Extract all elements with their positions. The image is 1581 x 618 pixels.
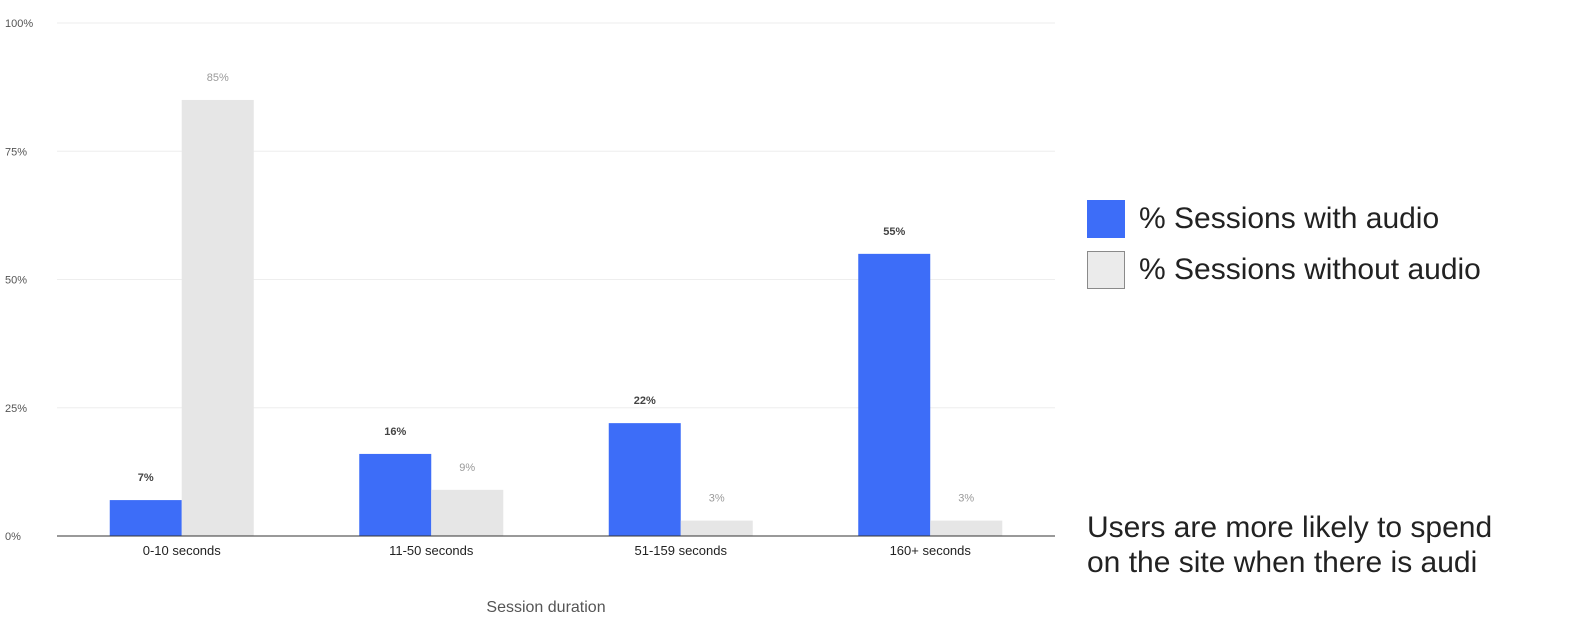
bars	[109, 99, 1003, 536]
x-category-label: 0-10 seconds	[143, 543, 222, 558]
y-tick-label: 50%	[5, 275, 27, 287]
bar-without-audio	[431, 489, 504, 536]
bar-with-audio	[359, 453, 432, 536]
chart-legend: % Sessions with audio % Sessions without…	[1087, 199, 1481, 301]
y-tick-label: 25%	[5, 403, 27, 415]
legend-swatch-with-audio	[1087, 200, 1125, 238]
bar-without-audio	[680, 520, 753, 536]
y-tick-label: 100%	[5, 18, 33, 30]
x-category-label: 51-159 seconds	[634, 543, 727, 558]
legend-item-without-audio: % Sessions without audio	[1087, 250, 1481, 290]
bar-chart: 0% 25% 50% 75% 100% 7% 85% 16% 9% 22% 3% 55% 3% 0-1…	[5, 18, 1055, 616]
y-tick-label: 75%	[5, 146, 27, 158]
data-label-without-audio: 3%	[958, 493, 974, 505]
x-axis-categories: 0-10 seconds 11-50 seconds 51-159 seconds 1…	[143, 543, 972, 558]
data-label-with-audio: 7%	[138, 472, 154, 484]
y-axis-ticks: 0% 25% 50% 75% 100%	[5, 18, 33, 543]
bar-with-audio	[109, 500, 182, 536]
legend-item-with-audio: % Sessions with audio	[1087, 199, 1481, 239]
data-label-with-audio: 55%	[883, 226, 905, 238]
annotation-line-2: on the site when there is audi	[1087, 546, 1478, 579]
data-labels: 7% 85% 16% 9% 22% 3% 55% 3%	[138, 72, 975, 505]
legend-label-without-audio: % Sessions without audio	[1139, 253, 1481, 286]
bar-without-audio	[930, 520, 1003, 536]
x-category-label: 160+ seconds	[890, 543, 972, 558]
data-label-with-audio: 16%	[384, 426, 406, 438]
annotation-note: Users are more likely to spend on the si…	[1087, 510, 1581, 580]
data-label-with-audio: 22%	[634, 395, 656, 407]
x-category-label: 11-50 seconds	[389, 543, 474, 558]
legend-swatch-without-audio	[1087, 251, 1125, 289]
bar-with-audio	[858, 253, 931, 536]
x-axis-title: Session duration	[486, 599, 605, 616]
data-label-without-audio: 9%	[459, 462, 475, 474]
annotation-line-1: Users are more likely to spend	[1087, 511, 1493, 544]
legend-label-with-audio: % Sessions with audio	[1139, 202, 1440, 235]
data-label-without-audio: 3%	[709, 493, 725, 505]
bar-without-audio	[181, 99, 254, 536]
y-tick-label: 0%	[5, 531, 21, 543]
bar-with-audio	[608, 423, 681, 536]
data-label-without-audio: 85%	[207, 72, 229, 84]
